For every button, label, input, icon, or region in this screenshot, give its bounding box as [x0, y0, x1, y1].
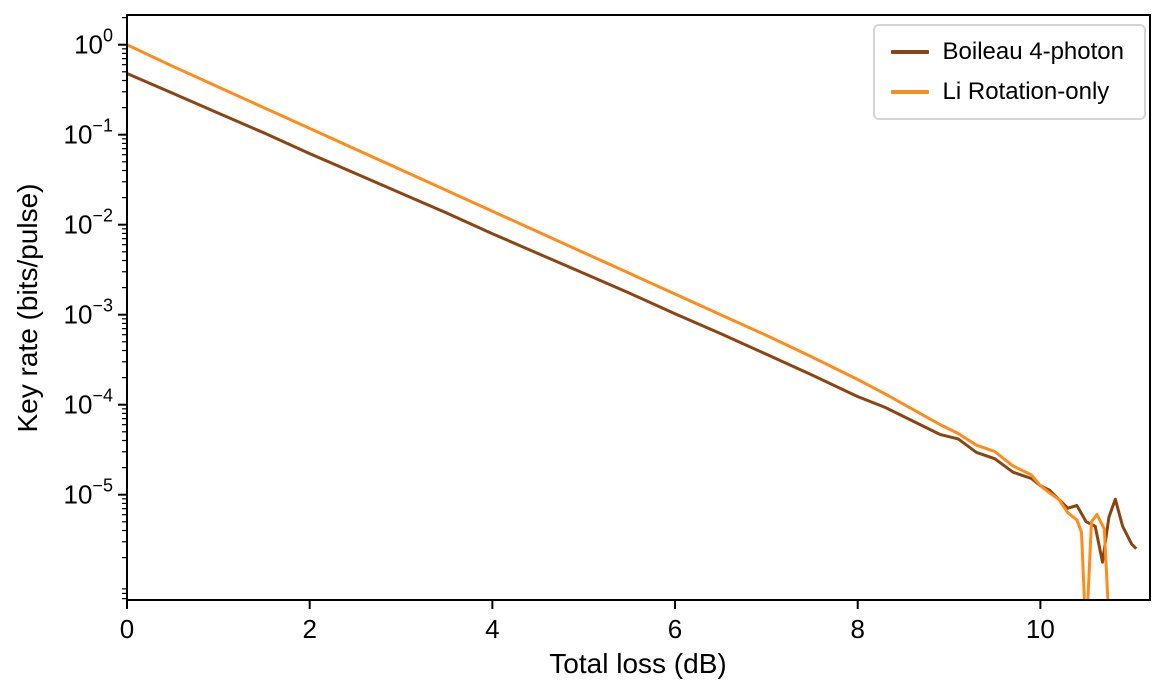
x-tick-label: 10	[1026, 614, 1055, 644]
boileau-4-photon-line	[127, 72, 1138, 564]
boileau-line-swatch-icon	[890, 50, 929, 54]
x-tick-label: 8	[850, 614, 864, 644]
y-tick-label: 10−1	[64, 116, 113, 150]
y-tick-label: 10−3	[64, 296, 113, 330]
li-rotation-only-line	[127, 43, 1110, 600]
x-axis-label: Total loss (dB)	[549, 648, 727, 679]
y-axis-label: Key rate (bits/pulse)	[12, 183, 43, 433]
legend-item-li-rotation-only: Li Rotation-only	[890, 78, 1124, 106]
legend-label-boileau: Boileau 4-photon	[942, 38, 1124, 65]
x-tick-label: 2	[302, 614, 316, 644]
x-tick-label: 4	[485, 614, 499, 644]
y-tick-label: 10−4	[64, 386, 113, 420]
y-tick-label: 100	[74, 26, 113, 60]
li-line-swatch-icon	[890, 90, 929, 94]
y-tick-label: 10−5	[64, 476, 113, 510]
y-tick-label: 10−2	[64, 206, 113, 240]
legend-label-li: Li Rotation-only	[942, 78, 1110, 105]
x-tick-label: 6	[668, 614, 682, 644]
legend-item-boileau-4-photon: Boileau 4-photon	[890, 38, 1124, 66]
axes-box	[126, 14, 1151, 601]
legend: Boileau 4-photon Li Rotation-only	[872, 24, 1146, 120]
x-tick-label: 0	[120, 614, 134, 644]
